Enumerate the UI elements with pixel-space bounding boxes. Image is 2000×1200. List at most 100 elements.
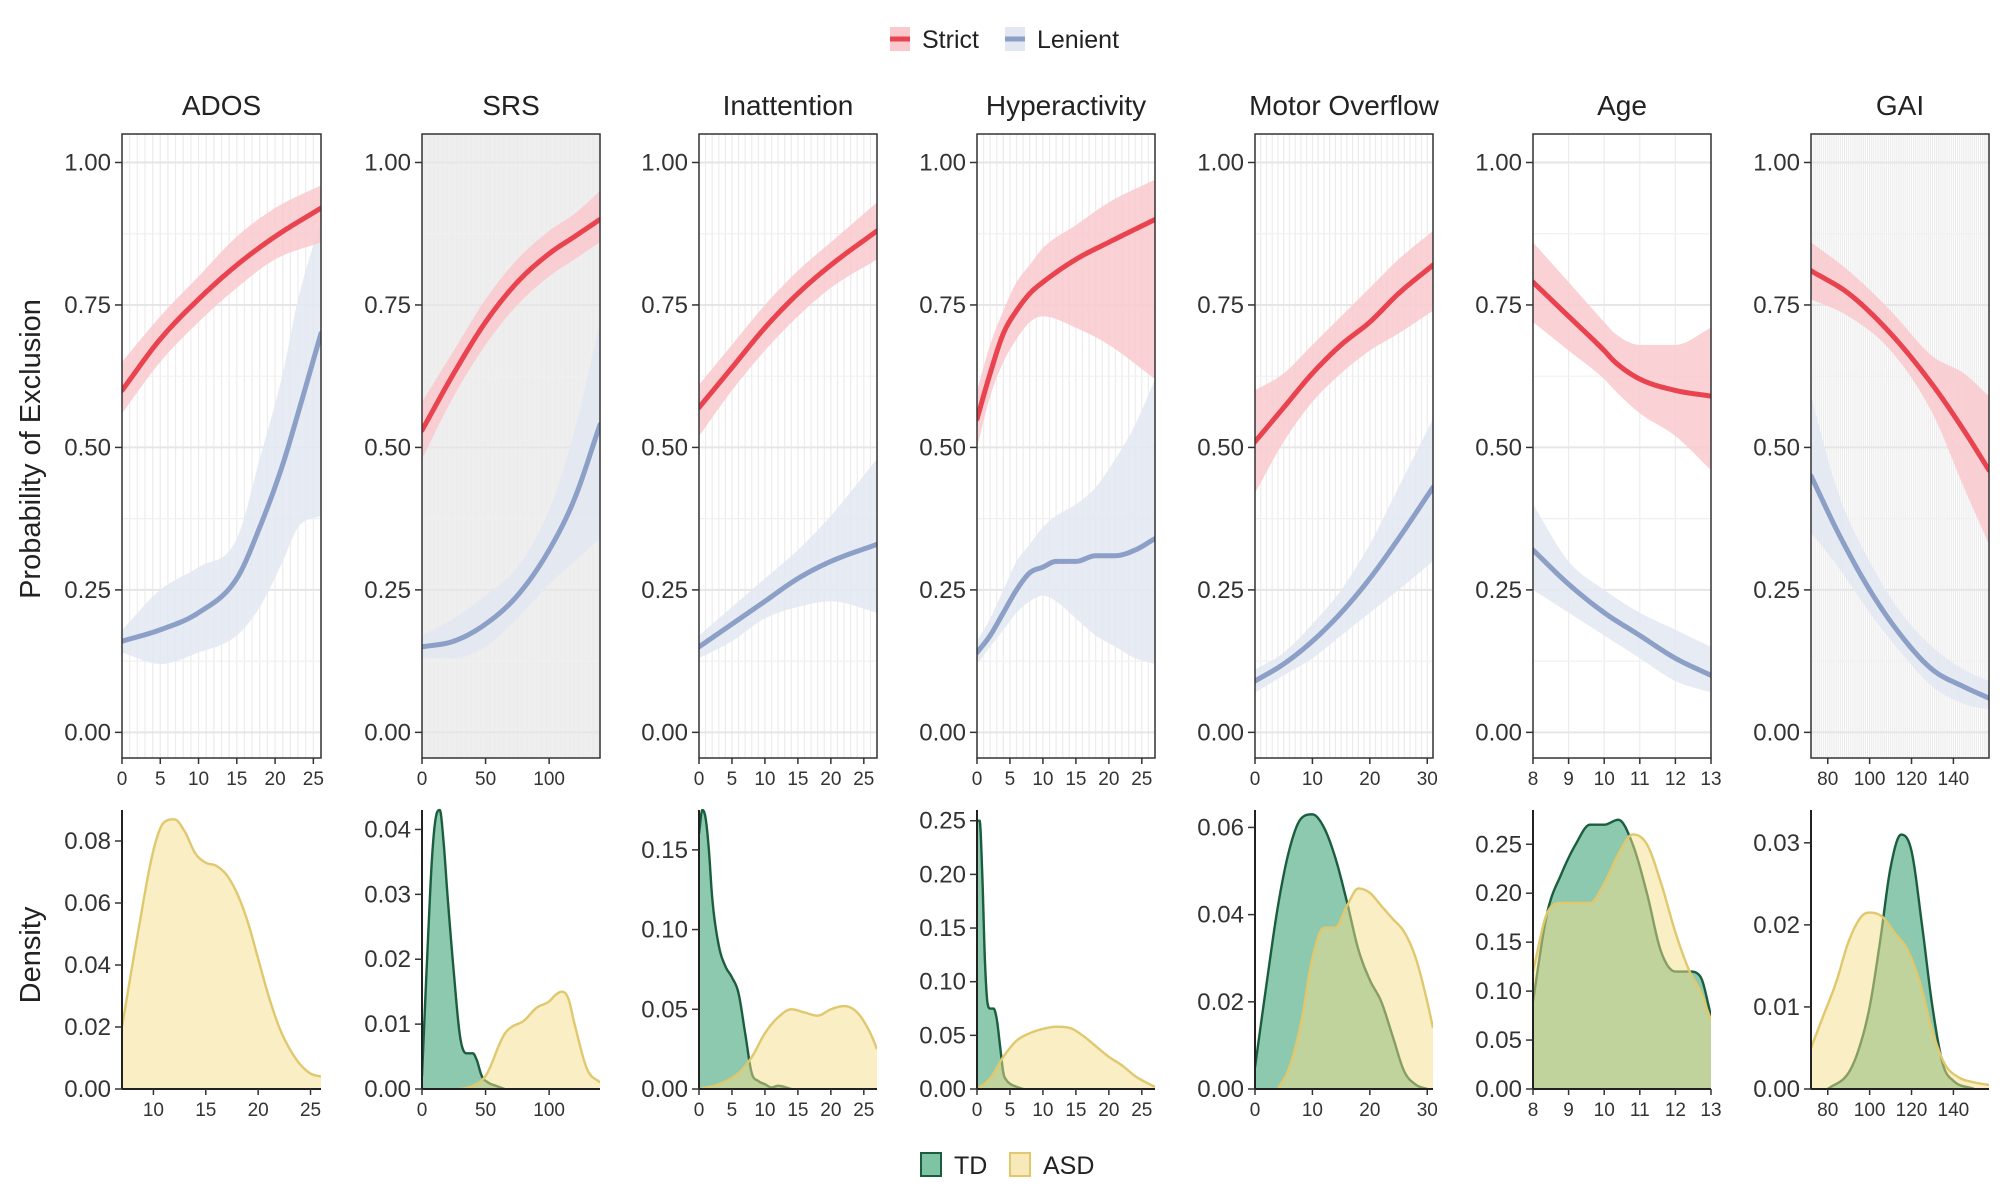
legend-bottom: TD ASD xyxy=(920,1152,1094,1180)
panel-border-motor-overflow xyxy=(1254,133,1434,759)
x-tick-label-inattention: 25 xyxy=(853,769,874,790)
panel-border-gai xyxy=(1810,133,1990,759)
density-line-asd-age xyxy=(1533,833,1711,1021)
y-tick-label-hyperactivity: 0.75 xyxy=(919,292,966,319)
density-y-tick-label-hyperactivity: 0.15 xyxy=(919,915,966,942)
x-tick-label-hyperactivity: 10 xyxy=(1032,769,1053,790)
legend-top: Strict Lenient xyxy=(890,26,1119,54)
x-tick-label-motor-overflow: 20 xyxy=(1359,769,1380,790)
y-tick-label-age: 1.00 xyxy=(1475,149,1522,176)
band-strict-gai xyxy=(1811,242,1989,545)
x-tick-label-inattention: 15 xyxy=(787,769,808,790)
band-lenient-ados xyxy=(122,219,321,664)
line-strict-motor-overflow xyxy=(1255,262,1433,445)
density-fill-asd-hyperactivity xyxy=(977,1026,1155,1089)
density-y-tick-label-hyperactivity: 0.10 xyxy=(919,969,966,996)
density-x-tick-label-gai: 100 xyxy=(1854,1100,1886,1121)
density-x-tick-label-inattention: 10 xyxy=(754,1100,775,1121)
y-tick-label-age: 0.75 xyxy=(1475,292,1522,319)
density-x-tick-label-hyperactivity: 5 xyxy=(1005,1100,1016,1121)
panel-border-age xyxy=(1532,133,1712,759)
panel-title-srs: SRS xyxy=(482,90,540,121)
density-x-tick-label-gai: 80 xyxy=(1817,1100,1838,1121)
density-area-inattention xyxy=(699,808,877,1089)
panels: ADOS 0.00 0.25 0.50 0.75 1.00 0 5 10 15 20 25 0.00 0.… xyxy=(64,90,1990,1121)
plot-area-ados xyxy=(122,185,321,664)
y-tick-label-ados: 1.00 xyxy=(64,149,111,176)
panel-title-gai: GAI xyxy=(1876,90,1924,121)
density-x-tick-label-ados: 15 xyxy=(195,1100,216,1121)
y-tick-label-srs: 0.75 xyxy=(364,292,411,319)
y-tick-label-motor-overflow: 0.75 xyxy=(1197,292,1244,319)
density-y-tick-label-gai: 0.02 xyxy=(1753,912,1800,939)
legend-label-asd: ASD xyxy=(1043,1152,1094,1180)
density-y-tick-label-inattention: 0.10 xyxy=(641,917,688,944)
plot-area-inattention xyxy=(699,202,877,659)
density-x-tick-label-inattention: 15 xyxy=(787,1100,808,1121)
plot-area-gai xyxy=(1811,242,1989,710)
density-line-asd-srs xyxy=(459,990,600,1089)
x-tick-label-ados: 0 xyxy=(117,769,128,790)
panel-inattention: Inattention 0.00 0.25 0.50 0.75 1.00 0 5 10 15 20 2… xyxy=(641,90,878,1121)
y-tick-label-hyperactivity: 1.00 xyxy=(919,149,966,176)
panel-title-inattention: Inattention xyxy=(723,90,854,121)
density-x-tick-label-srs: 50 xyxy=(475,1100,496,1121)
x-tick-label-ados: 10 xyxy=(188,769,209,790)
band-lenient-inattention xyxy=(699,458,877,659)
legend-key-td xyxy=(920,1152,942,1177)
y-tick-label-inattention: 0.25 xyxy=(641,577,688,604)
legend-label-td: TD xyxy=(954,1152,987,1180)
x-tick-label-age: 8 xyxy=(1528,769,1539,790)
density-y-tick-label-motor-overflow: 0.00 xyxy=(1197,1076,1244,1103)
density-x-tick-label-inattention: 20 xyxy=(820,1100,841,1121)
density-x-tick-label-hyperactivity: 25 xyxy=(1131,1100,1152,1121)
band-lenient-hyperactivity xyxy=(977,379,1155,664)
x-tick-label-motor-overflow: 0 xyxy=(1250,769,1261,790)
y-tick-label-srs: 1.00 xyxy=(364,149,411,176)
y-tick-label-inattention: 0.50 xyxy=(641,434,688,461)
density-x-tick-label-srs: 100 xyxy=(533,1100,565,1121)
density-fill-asd-ados xyxy=(122,819,321,1089)
density-y-tick-label-ados: 0.08 xyxy=(64,828,111,855)
density-area-motor-overflow xyxy=(1255,813,1433,1089)
y-tick-label-age: 0.25 xyxy=(1475,577,1522,604)
density-area-hyperactivity xyxy=(977,819,1155,1089)
panel-age: Age 0.00 0.25 0.50 0.75 1.00 8 9 10 11 12 13 0.00 0.0… xyxy=(1475,90,1721,1121)
y-tick-label-hyperactivity: 0.00 xyxy=(919,719,966,746)
x-tick-label-age: 10 xyxy=(1594,769,1615,790)
panel-title-age: Age xyxy=(1597,90,1647,121)
density-fill-td-inattention xyxy=(699,810,792,1089)
panel-title-motor-overflow: Motor Overflow xyxy=(1249,90,1440,121)
x-tick-label-inattention: 10 xyxy=(754,769,775,790)
y-tick-label-hyperactivity: 0.25 xyxy=(919,577,966,604)
x-tick-label-ados: 20 xyxy=(265,769,286,790)
density-y-tick-label-motor-overflow: 0.02 xyxy=(1197,989,1244,1016)
line-strict-inattention xyxy=(699,228,877,411)
x-tick-label-age: 11 xyxy=(1630,769,1650,790)
density-y-tick-label-ados: 0.00 xyxy=(64,1076,111,1103)
density-y-tick-label-hyperactivity: 0.00 xyxy=(919,1076,966,1103)
y-tick-label-motor-overflow: 1.00 xyxy=(1197,149,1244,176)
density-y-tick-label-inattention: 0.05 xyxy=(641,996,688,1023)
band-lenient-srs xyxy=(422,322,600,659)
density-y-tick-label-age: 0.00 xyxy=(1475,1076,1522,1103)
y-tick-label-inattention: 0.00 xyxy=(641,719,688,746)
panel-border-ados xyxy=(121,133,322,759)
density-y-tick-label-inattention: 0.15 xyxy=(641,837,688,864)
density-y-tick-label-hyperactivity: 0.05 xyxy=(919,1022,966,1049)
x-tick-label-inattention: 0 xyxy=(694,769,705,790)
line-strict-gai xyxy=(1811,268,1989,473)
band-strict-motor-overflow xyxy=(1255,230,1433,494)
density-x-tick-label-age: 10 xyxy=(1594,1100,1615,1121)
density-x-tick-label-motor-overflow: 0 xyxy=(1250,1100,1261,1121)
plot-area-age xyxy=(1533,242,1711,693)
band-strict-hyperactivity xyxy=(977,179,1155,448)
y-axis-label-density: Density xyxy=(15,906,47,1003)
density-y-tick-label-hyperactivity: 0.25 xyxy=(919,808,966,835)
panel-hyperactivity: Hyperactivity 0.00 0.25 0.50 0.75 1.00 0 5 10 15 2… xyxy=(919,90,1156,1121)
x-tick-label-gai: 120 xyxy=(1896,769,1928,790)
density-y-tick-label-age: 0.10 xyxy=(1475,978,1522,1005)
line-lenient-inattention xyxy=(699,541,877,650)
density-y-tick-label-gai: 0.01 xyxy=(1753,994,1800,1021)
density-line-asd-gai xyxy=(1811,911,1989,1087)
